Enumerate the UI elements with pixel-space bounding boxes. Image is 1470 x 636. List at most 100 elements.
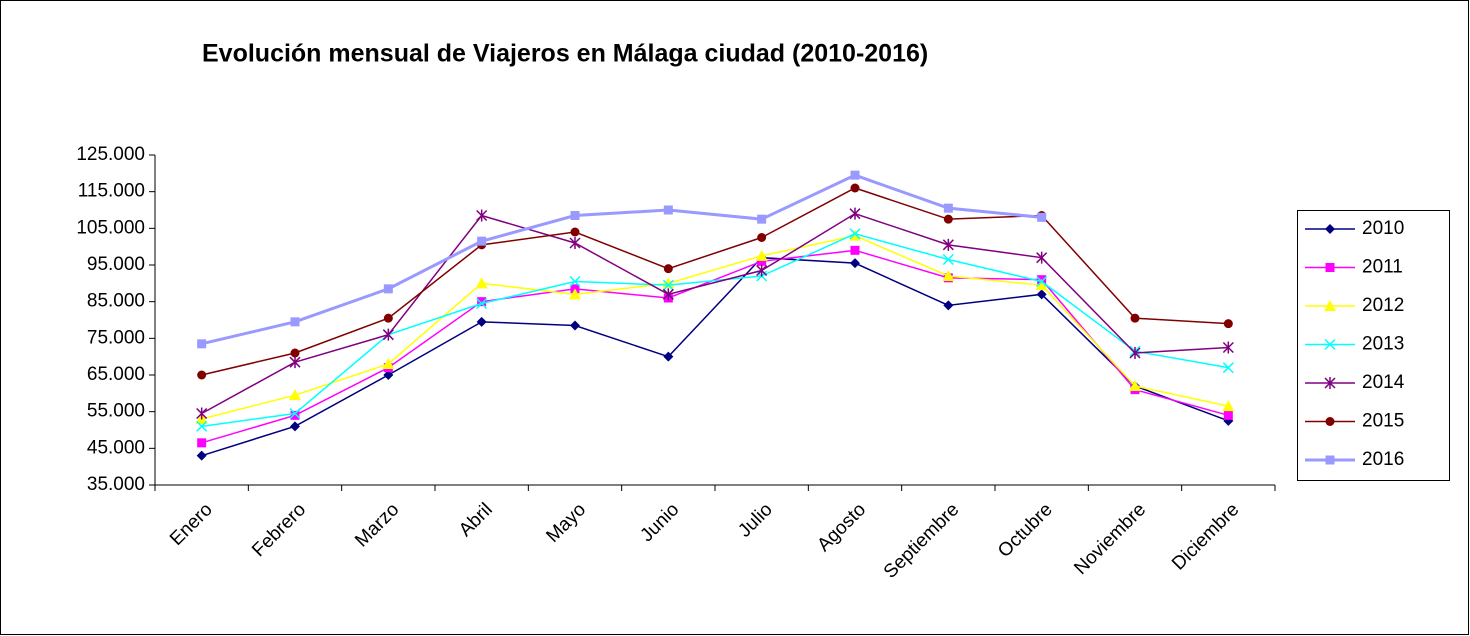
marker (1324, 338, 1336, 351)
legend-label: 2016 (1362, 449, 1404, 470)
series-line (201, 212, 1229, 415)
marker (849, 228, 861, 240)
marker (289, 407, 301, 420)
marker (1222, 362, 1234, 374)
marker (757, 233, 767, 242)
marker (943, 214, 953, 224)
marker (570, 211, 580, 220)
marker (1222, 341, 1234, 354)
marker (569, 275, 581, 288)
marker (943, 203, 953, 213)
y-tick-label: 45.000 (87, 437, 145, 458)
y-tick-label: 85.000 (87, 291, 145, 312)
marker (383, 370, 394, 380)
marker (570, 320, 580, 331)
marker (196, 420, 208, 432)
marker (290, 410, 300, 420)
marker (942, 238, 954, 251)
marker (1325, 263, 1335, 272)
marker (756, 264, 768, 277)
marker (850, 170, 860, 180)
marker (1129, 380, 1141, 391)
y-tick-label: 75.000 (87, 327, 145, 348)
marker (1223, 319, 1233, 329)
series-line (201, 233, 1229, 428)
marker (1035, 279, 1048, 291)
marker (569, 237, 581, 249)
marker (476, 209, 488, 222)
series-line (201, 249, 1229, 444)
marker (476, 316, 487, 327)
marker (1325, 417, 1335, 426)
marker (942, 253, 954, 266)
marker (849, 229, 861, 241)
y-tick-label: 95.000 (87, 254, 145, 275)
marker (850, 183, 860, 193)
series-line (201, 187, 1229, 376)
marker (197, 339, 207, 349)
marker (1037, 212, 1047, 222)
legend-label: 2010 (1362, 218, 1404, 239)
marker (1324, 377, 1336, 389)
marker (383, 313, 393, 323)
legend-label: 2013 (1362, 334, 1404, 355)
marker (757, 214, 767, 224)
marker (570, 227, 580, 237)
marker (662, 279, 674, 291)
marker (850, 245, 860, 255)
marker (197, 438, 207, 448)
marker (1036, 289, 1047, 300)
marker (1036, 251, 1048, 264)
y-tick-label: 125.000 (76, 144, 145, 165)
marker (477, 297, 487, 307)
marker (289, 356, 301, 369)
marker (755, 249, 768, 261)
series-line (201, 256, 1229, 457)
marker (475, 277, 488, 289)
marker (477, 236, 487, 246)
marker (942, 270, 955, 281)
marker (1036, 275, 1048, 288)
marker (1325, 224, 1335, 234)
legend-label: 2015 (1362, 411, 1404, 432)
marker (289, 389, 301, 401)
marker (1324, 300, 1336, 311)
chart-title: Evolución mensual de Viajeros en Málaga … (202, 40, 928, 68)
marker (663, 205, 673, 215)
marker (1222, 400, 1235, 412)
y-tick-label: 65.000 (87, 364, 145, 385)
legend-label: 2014 (1362, 372, 1405, 393)
y-tick-label: 115.000 (78, 181, 145, 202)
marker (757, 256, 767, 266)
series-line (201, 234, 1229, 420)
marker (663, 264, 673, 274)
marker (1325, 455, 1335, 465)
marker (569, 288, 581, 300)
marker (382, 328, 394, 341)
marker (943, 300, 954, 311)
marker (290, 421, 300, 432)
legend-label: 2012 (1362, 295, 1404, 316)
y-tick-label: 105.000 (76, 217, 145, 238)
marker (1130, 313, 1140, 323)
marker (662, 288, 674, 301)
marker (196, 450, 207, 461)
marker (382, 358, 395, 369)
marker (290, 317, 300, 327)
marker (197, 370, 207, 380)
y-tick-label: 55.000 (87, 401, 145, 422)
marker (290, 348, 300, 358)
legend-label: 2011 (1362, 257, 1403, 278)
marker (850, 258, 860, 269)
y-tick-label: 35.000 (87, 474, 145, 495)
marker (476, 297, 488, 310)
legend-box (1297, 210, 1450, 481)
series-line (201, 173, 1042, 346)
marker (383, 284, 393, 294)
marker (196, 407, 208, 420)
marker (849, 207, 861, 220)
marker (663, 351, 674, 362)
marker (1129, 347, 1141, 359)
